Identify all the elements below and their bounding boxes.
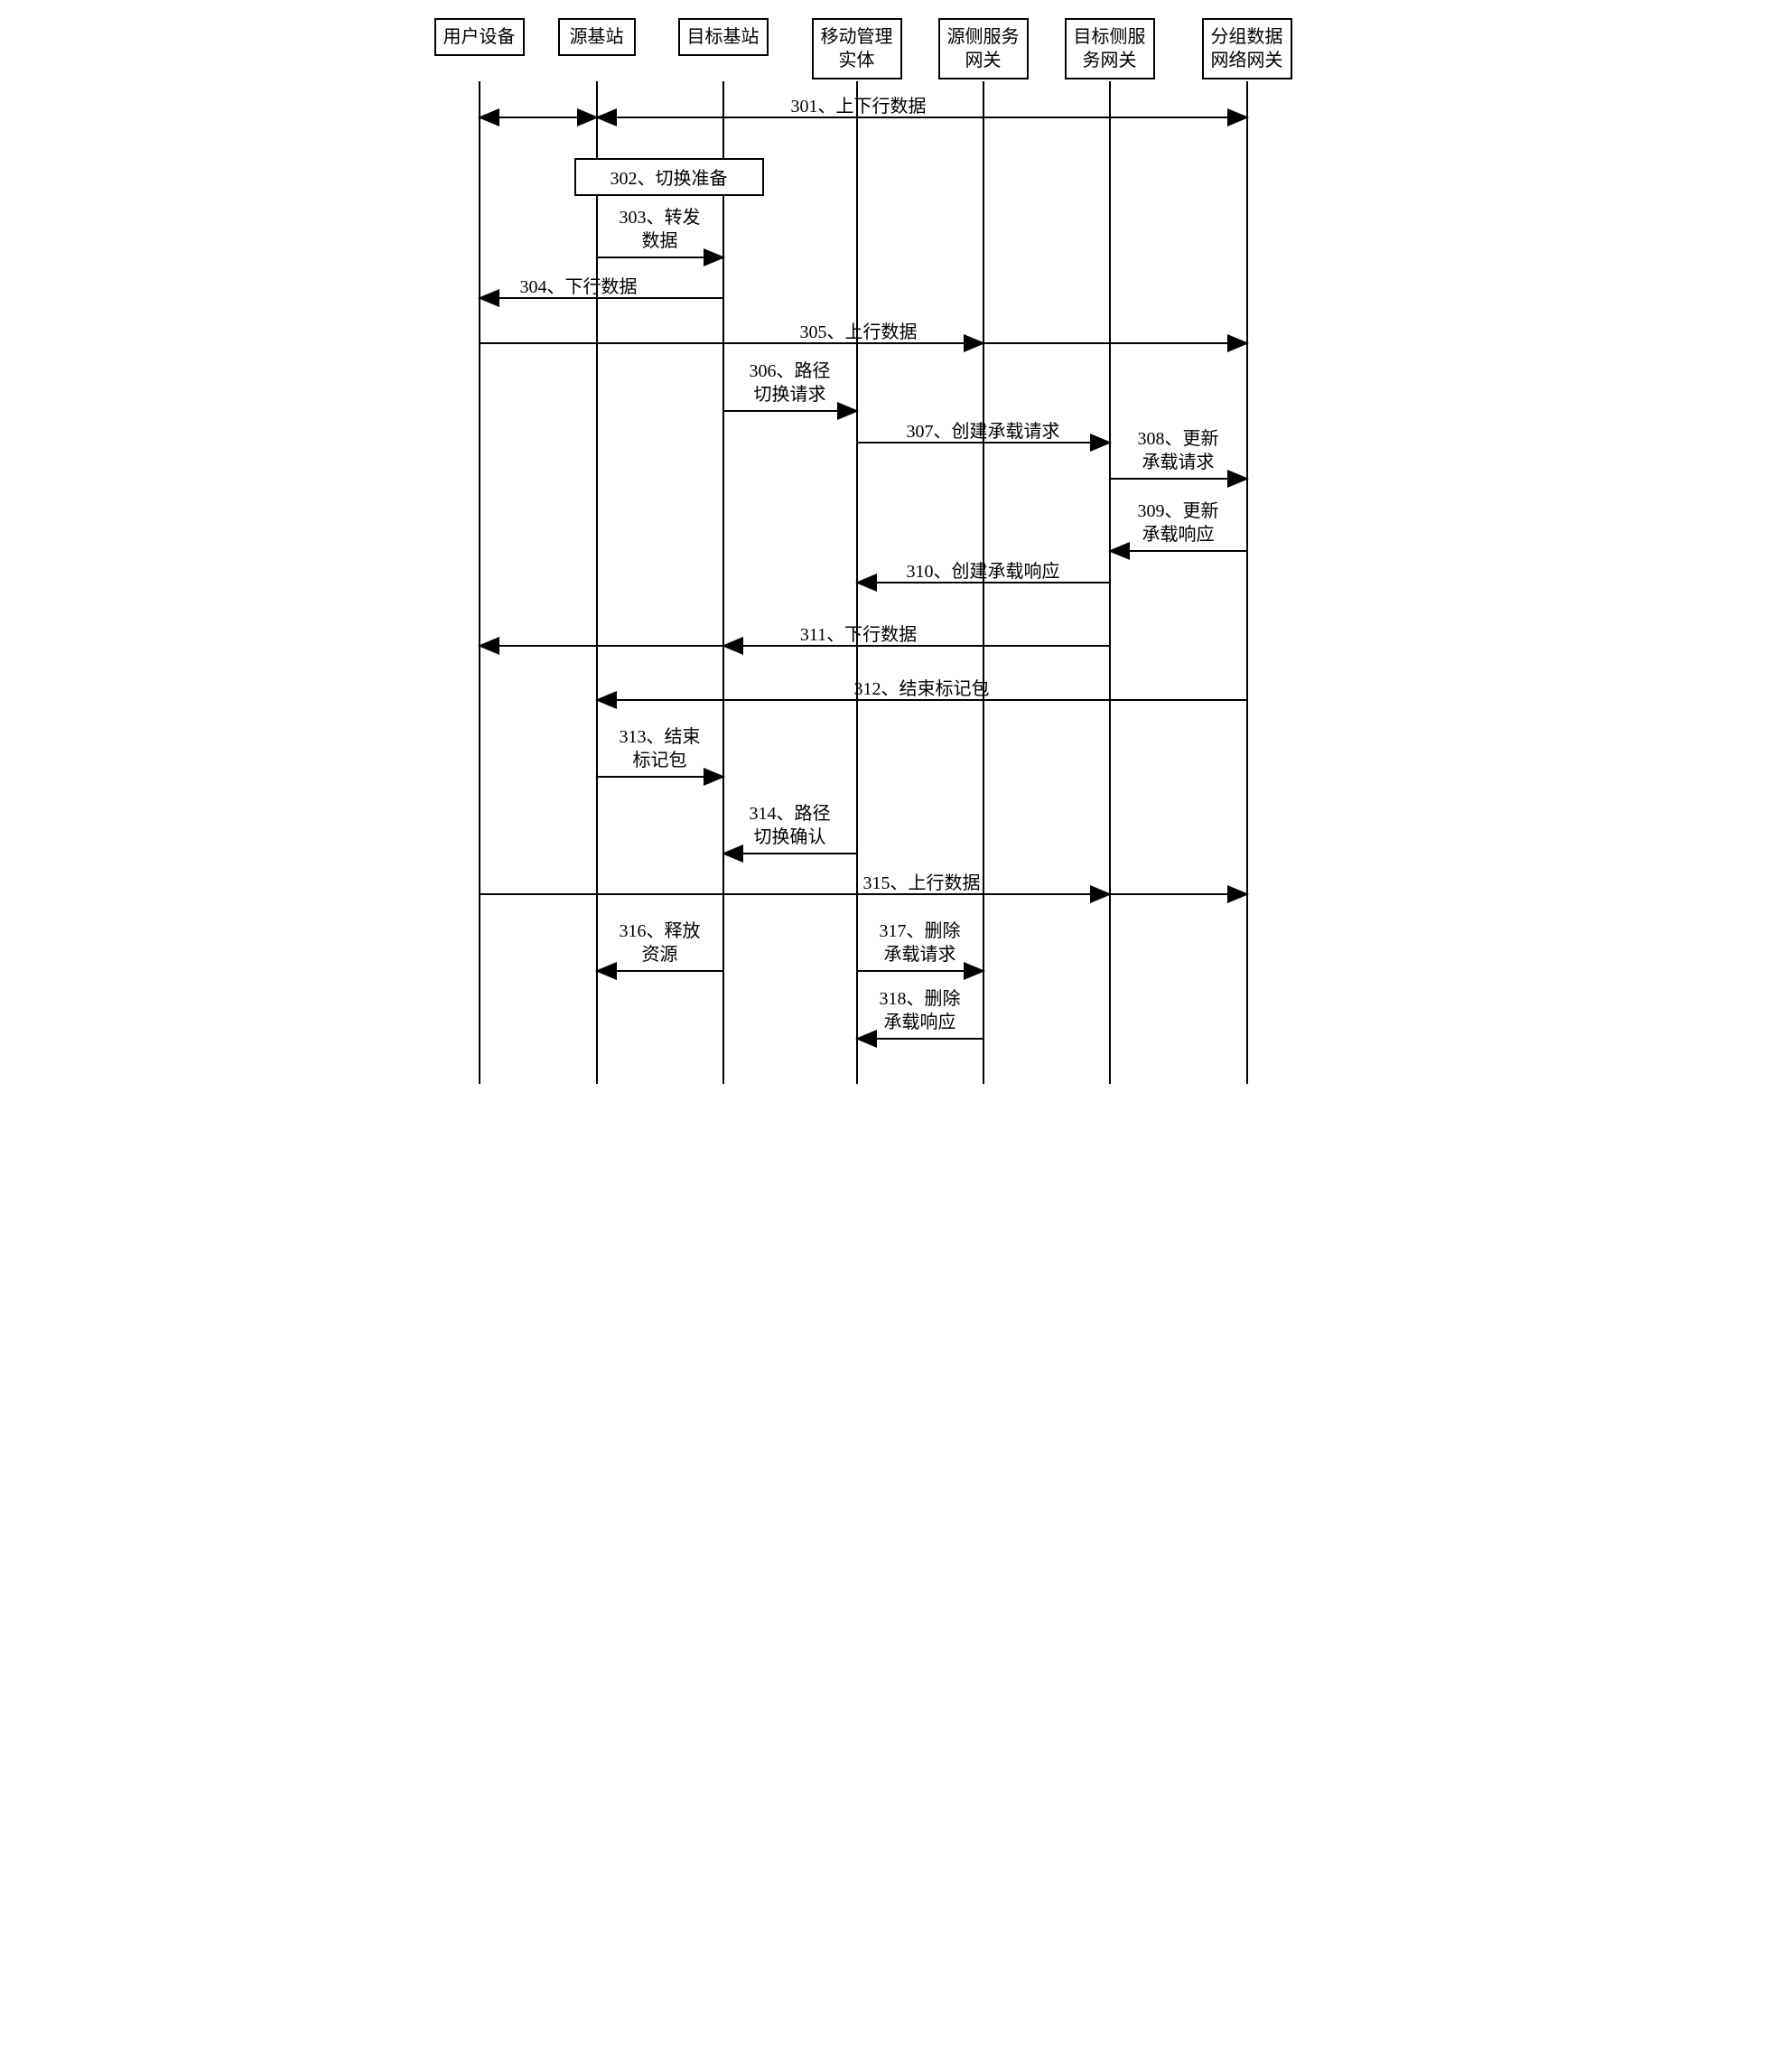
actor-ue: 用户设备 <box>434 18 525 56</box>
message-label-305: 305、上行数据 <box>800 321 918 344</box>
actor-label-line: 目标侧服 <box>1070 25 1150 49</box>
lifeline-mme <box>856 81 858 1084</box>
actor-src_bs: 源基站 <box>558 18 636 56</box>
actor-label-line: 实体 <box>817 49 897 72</box>
message-label-312: 312、结束标记包 <box>854 677 990 701</box>
message-label-317: 317、删除承载请求 <box>880 919 961 966</box>
lifeline-tgt_bs <box>722 81 724 1084</box>
actor-label-line: 用户设备 <box>440 25 519 49</box>
actor-src_gw: 源侧服务网关 <box>938 18 1029 79</box>
actor-label-line: 分组数据 <box>1207 25 1287 49</box>
message-label-301: 301、上下行数据 <box>791 95 927 118</box>
actor-label-line: 源基站 <box>564 25 630 49</box>
message-label-309: 309、更新承载响应 <box>1138 499 1219 546</box>
actor-pgw: 分组数据网络网关 <box>1202 18 1292 79</box>
sequence-diagram: 用户设备源基站目标基站移动管理实体源侧服务网关目标侧服务网关分组数据网络网关30… <box>434 18 1338 1084</box>
message-label-315: 315、上行数据 <box>863 872 981 895</box>
actor-tgt_bs: 目标基站 <box>678 18 769 56</box>
actor-mme: 移动管理实体 <box>812 18 902 79</box>
activity-box-302: 302、切换准备 <box>574 158 764 196</box>
actor-label-line: 目标基站 <box>684 25 763 49</box>
message-label-316: 316、释放资源 <box>620 919 701 966</box>
message-label-303: 303、转发数据 <box>620 206 701 253</box>
actor-label-line: 源侧服务 <box>944 25 1023 49</box>
message-label-314: 314、路径切换确认 <box>750 802 831 849</box>
actor-label-line: 务网关 <box>1070 49 1150 72</box>
lifeline-tgt_gw <box>1109 81 1111 1084</box>
actor-label-line: 网关 <box>944 49 1023 72</box>
actor-label-line: 移动管理 <box>817 25 897 49</box>
actor-label-line: 网络网关 <box>1207 49 1287 72</box>
message-label-313: 313、结束标记包 <box>620 725 701 772</box>
message-label-307: 307、创建承载请求 <box>907 420 1060 443</box>
message-label-306: 306、路径切换请求 <box>750 359 831 406</box>
lifeline-ue <box>479 81 480 1084</box>
message-label-304: 304、下行数据 <box>520 275 638 299</box>
message-label-318: 318、删除承载响应 <box>880 987 961 1034</box>
message-label-310: 310、创建承载响应 <box>907 560 1060 583</box>
actor-tgt_gw: 目标侧服务网关 <box>1065 18 1155 79</box>
message-label-308: 308、更新承载请求 <box>1138 427 1219 474</box>
lifeline-src_bs <box>596 81 598 1084</box>
message-label-311: 311、下行数据 <box>800 623 917 647</box>
lifeline-pgw <box>1246 81 1248 1084</box>
